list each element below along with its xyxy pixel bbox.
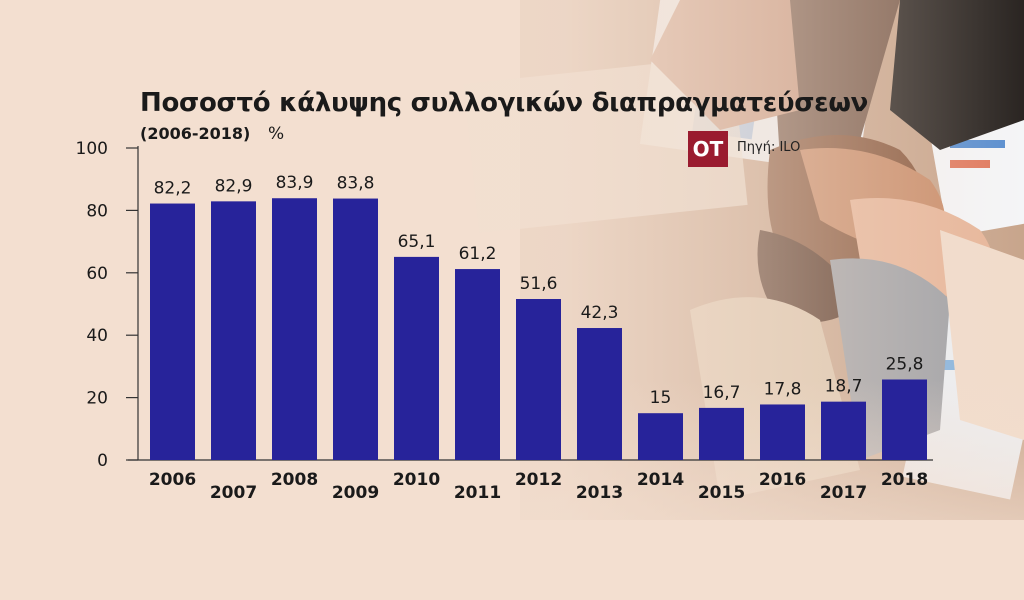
- x-tick-label: 2016: [759, 470, 806, 490]
- bar-2018: [882, 379, 927, 460]
- bar-2015: [699, 407, 744, 460]
- value-label: 65,1: [398, 232, 436, 252]
- x-tick-label: 2010: [393, 470, 440, 490]
- bar-2009: [333, 198, 378, 460]
- x-tick-label: 2015: [698, 483, 745, 503]
- value-label: 51,6: [520, 274, 558, 294]
- source-label: Πηγή: ILO: [737, 140, 801, 155]
- x-tick-label: 2008: [271, 470, 318, 490]
- value-label: 18,7: [825, 377, 863, 397]
- bar-2014: [638, 413, 683, 460]
- y-tick-label: 40: [86, 326, 108, 346]
- bar-2016: [760, 404, 805, 460]
- y-tick-label: 60: [86, 264, 108, 284]
- bar-2010: [394, 256, 439, 460]
- y-tick-label: 0: [97, 451, 108, 471]
- value-label: 82,2: [154, 179, 192, 199]
- y-tick-label: 100: [76, 139, 108, 159]
- x-tick-label: 2011: [454, 483, 501, 503]
- value-label: 42,3: [581, 303, 619, 323]
- bar-2011: [455, 269, 500, 460]
- value-label: 83,9: [276, 173, 314, 193]
- value-label: 83,8: [337, 174, 375, 194]
- x-tick-label: 2018: [881, 470, 928, 490]
- x-tick-label: 2006: [149, 470, 196, 490]
- value-label: 15: [650, 388, 672, 408]
- value-label: 17,8: [764, 379, 802, 399]
- x-tick-label: 2013: [576, 483, 623, 503]
- brand-logo: ΟΤ: [688, 131, 728, 167]
- value-label: 16,7: [703, 383, 741, 403]
- x-tick-label: 2007: [210, 483, 257, 503]
- x-tick-label: 2017: [820, 483, 867, 503]
- chart-title: Ποσοστό κάλυψης συλλογικών διαπραγματεύσ…: [140, 88, 869, 118]
- value-label: 25,8: [886, 355, 924, 375]
- y-tick-label: 80: [86, 201, 108, 221]
- y-tick-label: 20: [86, 389, 108, 409]
- bar-2007: [211, 201, 256, 461]
- value-label: 61,2: [459, 244, 497, 264]
- bar-2013: [577, 328, 622, 460]
- bar-2006: [150, 203, 195, 460]
- unit-label: %: [268, 124, 285, 144]
- chart-subtitle: (2006-2018): [140, 124, 251, 143]
- x-tick-label: 2012: [515, 470, 562, 490]
- x-tick-label: 2014: [637, 470, 684, 490]
- value-label: 82,9: [215, 176, 253, 196]
- bar-2008: [272, 198, 317, 460]
- bar-2012: [516, 299, 561, 460]
- x-tick-label: 2009: [332, 483, 379, 503]
- bar-2017: [821, 401, 866, 460]
